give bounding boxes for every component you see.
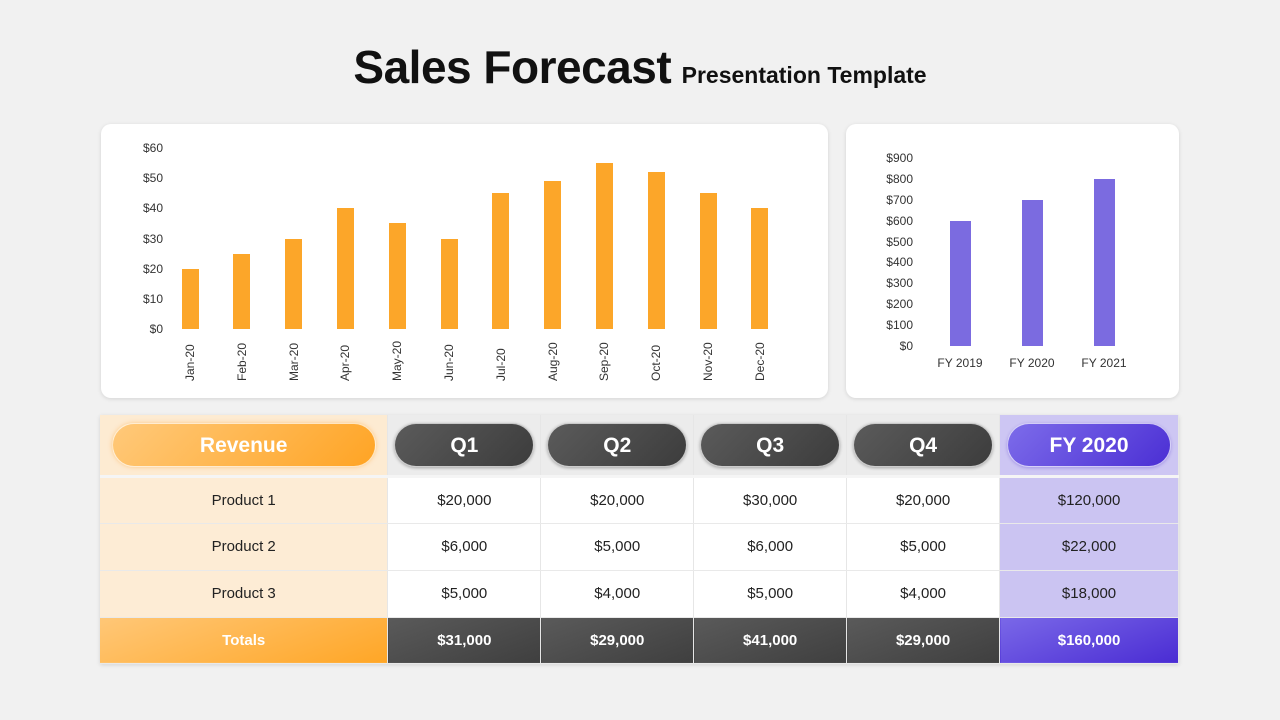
y-tick-label: $500 bbox=[886, 234, 913, 249]
cell-q1: $6,000 bbox=[387, 523, 542, 571]
bar bbox=[285, 238, 303, 329]
page-title: Sales Forecast Presentation Template bbox=[0, 40, 1280, 94]
bar bbox=[949, 220, 971, 346]
x-tick-label: Nov-20 bbox=[701, 342, 715, 381]
total-q1: $31,000 bbox=[387, 617, 542, 664]
x-tick-label: Mar-20 bbox=[286, 342, 301, 381]
bar bbox=[336, 208, 354, 329]
bar bbox=[388, 223, 406, 329]
y-tick-label: $40 bbox=[142, 201, 163, 216]
total-q2: $29,000 bbox=[540, 617, 695, 664]
x-tick-label: FY 2020 bbox=[1009, 356, 1055, 370]
cell-q1: $5,000 bbox=[387, 570, 542, 618]
y-tick-label: $300 bbox=[886, 276, 913, 291]
cell-q3: $5,000 bbox=[693, 570, 848, 618]
header-q1: Q1 bbox=[394, 422, 535, 467]
y-tick-label: $0 bbox=[899, 339, 913, 353]
y-tick-label: $10 bbox=[142, 291, 163, 306]
y-tick-label: $400 bbox=[886, 255, 913, 270]
total-q3: $41,000 bbox=[693, 617, 848, 664]
x-tick-label: May-20 bbox=[390, 340, 405, 381]
cell-q4: $5,000 bbox=[846, 523, 1001, 571]
cell-q4: $20,000 bbox=[846, 476, 1001, 524]
y-tick-label: $50 bbox=[142, 171, 163, 186]
x-tick-label: Oct-20 bbox=[649, 344, 664, 381]
yearly-sales-chart: $0 $100 $200 $300 $400 $500 $600 $700 $800 $900 FY… bbox=[846, 124, 1179, 398]
title-subtitle: Presentation Template bbox=[681, 62, 927, 88]
x-tick-label: Jul-20 bbox=[493, 348, 508, 381]
bar bbox=[181, 268, 199, 329]
y-tick-label: $600 bbox=[886, 213, 913, 228]
bar bbox=[544, 181, 562, 329]
totals-label: Totals bbox=[100, 617, 389, 664]
bar bbox=[595, 163, 613, 329]
y-tick-label: $200 bbox=[886, 297, 913, 312]
row-label: Product 3 bbox=[100, 570, 389, 618]
table-header-row: Revenue Q1 Q2 Q3 Q4 FY 2020 bbox=[100, 415, 1179, 478]
bar bbox=[440, 238, 458, 329]
total-q4: $29,000 bbox=[846, 617, 1001, 664]
table-row: Product 1 $20,000 $20,000 $30,000 $20,00… bbox=[100, 476, 1179, 524]
y-tick-label: $700 bbox=[886, 192, 913, 207]
y-tick-label: $30 bbox=[142, 231, 163, 246]
bar bbox=[751, 208, 769, 329]
header-q2: Q2 bbox=[547, 422, 688, 467]
y-tick-label: $20 bbox=[142, 261, 163, 276]
x-tick-label: Apr-20 bbox=[338, 344, 353, 381]
x-tick-label: Jan-20 bbox=[183, 344, 197, 381]
x-tick-label: Feb-20 bbox=[234, 342, 249, 381]
cell-q3: $30,000 bbox=[693, 476, 848, 524]
cell-q3: $6,000 bbox=[693, 523, 848, 571]
cell-q2: $4,000 bbox=[540, 570, 695, 618]
title-main: Sales Forecast bbox=[353, 41, 672, 93]
cell-q2: $20,000 bbox=[540, 476, 695, 524]
total-fy: $160,000 bbox=[999, 617, 1179, 664]
header-q4: Q4 bbox=[853, 422, 993, 467]
x-tick-label: FY 2021 bbox=[1081, 356, 1127, 370]
cell-fy: $22,000 bbox=[999, 523, 1179, 571]
row-label: Product 1 bbox=[100, 476, 389, 524]
y-tick-label: $0 bbox=[149, 322, 163, 336]
x-tick-label: Sep-20 bbox=[597, 342, 612, 381]
bar bbox=[492, 193, 510, 329]
row-label: Product 2 bbox=[100, 523, 389, 571]
bar bbox=[1093, 178, 1115, 346]
cell-fy: $120,000 bbox=[999, 476, 1179, 524]
monthly-sales-chart: $0 $10 $20 $30 $40 $50 $60 Jan-20 Feb-20 Mar-20 Ap… bbox=[101, 124, 828, 398]
x-tick-label: FY 2019 bbox=[937, 356, 983, 370]
bar bbox=[1021, 199, 1043, 346]
y-tick-label: $60 bbox=[142, 141, 163, 155]
revenue-table: Revenue Q1 Q2 Q3 Q4 FY 2020 Product 1 $2… bbox=[100, 415, 1179, 664]
header-fy: FY 2020 bbox=[1007, 422, 1171, 467]
header-revenue: Revenue bbox=[111, 422, 376, 467]
table-row: Product 2 $6,000 $5,000 $6,000 $5,000 $2… bbox=[100, 523, 1179, 571]
x-tick-label: Aug-20 bbox=[545, 342, 560, 381]
table-row: Product 3 $5,000 $4,000 $5,000 $4,000 $1… bbox=[100, 570, 1179, 618]
header-q3: Q3 bbox=[700, 422, 841, 467]
totals-row: Totals $31,000 $29,000 $41,000 $29,000 $… bbox=[100, 617, 1179, 664]
y-tick-label: $800 bbox=[886, 171, 913, 186]
x-tick-label: Jun-20 bbox=[442, 344, 456, 381]
bar bbox=[233, 253, 251, 329]
cell-q2: $5,000 bbox=[540, 523, 695, 571]
bar bbox=[699, 193, 717, 329]
cell-fy: $18,000 bbox=[999, 570, 1179, 618]
cell-q1: $20,000 bbox=[387, 476, 542, 524]
x-tick-label: Dec-20 bbox=[752, 342, 767, 381]
bar bbox=[647, 172, 665, 329]
y-tick-label: $900 bbox=[886, 151, 913, 165]
cell-q4: $4,000 bbox=[846, 570, 1001, 618]
y-tick-label: $100 bbox=[886, 318, 913, 333]
